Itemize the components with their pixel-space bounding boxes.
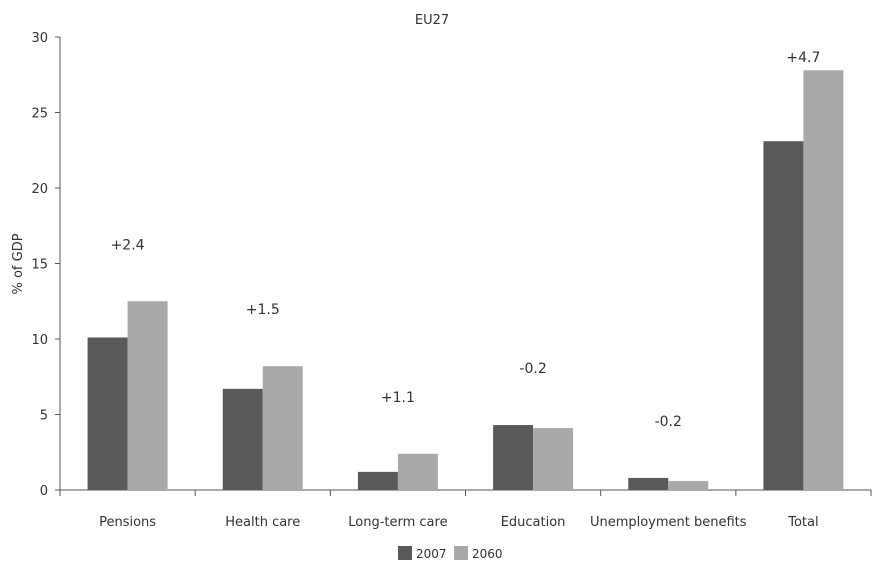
change-annotation: +4.7 <box>786 50 820 66</box>
bar-2060-0 <box>127 301 168 490</box>
bar-2007-0 <box>87 337 128 490</box>
change-annotation: +1.5 <box>246 302 280 318</box>
y-tick-label: 30 <box>31 31 48 46</box>
legend-label-2060: 2060 <box>472 547 503 561</box>
category-label: Health care <box>225 515 300 530</box>
change-annotation: -0.2 <box>519 361 546 377</box>
bar-2007-3 <box>493 425 534 490</box>
bar-2060-2 <box>397 453 438 490</box>
y-tick-label: 15 <box>31 258 48 273</box>
bar-2007-4 <box>628 477 669 490</box>
y-axis-label: % of GDP <box>11 233 26 294</box>
bar-2007-1 <box>222 388 263 490</box>
change-annotation: -0.2 <box>655 414 682 430</box>
legend-swatch-2007 <box>398 546 412 560</box>
y-tick-label: 25 <box>31 107 48 122</box>
bar-2060-5 <box>803 70 844 490</box>
chart-title: EU27 <box>415 13 449 28</box>
y-tick-label: 0 <box>40 484 48 499</box>
bar-2007-5 <box>763 141 804 490</box>
category-label: Long-term care <box>348 515 447 530</box>
category-label: Education <box>501 515 566 530</box>
change-annotation: +1.1 <box>381 390 415 406</box>
y-tick-label: 10 <box>31 333 48 348</box>
bar-2060-3 <box>533 428 574 490</box>
y-tick-label: 20 <box>31 182 48 197</box>
change-annotation: +2.4 <box>111 237 145 253</box>
y-tick-label: 5 <box>40 409 48 424</box>
legend-swatch-2060 <box>454 546 468 560</box>
category-label: Total <box>787 515 818 530</box>
category-label: Pensions <box>99 515 156 530</box>
bar-2007-2 <box>357 471 398 490</box>
legend-label-2007: 2007 <box>416 547 447 561</box>
category-label: Unemployment benefits <box>590 515 747 530</box>
bar-2060-4 <box>668 480 709 490</box>
bar-2060-1 <box>262 366 303 490</box>
